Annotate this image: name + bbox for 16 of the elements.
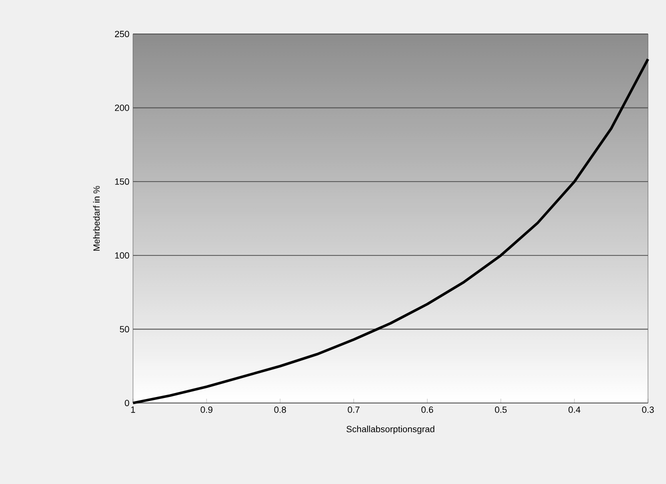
x-tick-label: 0.7 bbox=[348, 406, 360, 413]
x-tick-label: 0.4 bbox=[568, 406, 580, 413]
x-tick-label: 1 bbox=[131, 406, 136, 413]
y-tick-label: 150 bbox=[115, 178, 130, 185]
y-tick-label: 250 bbox=[114, 30, 130, 38]
y-tick-label: 100 bbox=[115, 252, 130, 259]
x-tick-label: 0.6 bbox=[421, 406, 434, 413]
y-axis-title: Mehrbedarf in % bbox=[93, 186, 100, 251]
x-tick-label: 0.5 bbox=[494, 406, 507, 413]
x-axis-title: Schallabsorptionsgrad bbox=[346, 426, 434, 434]
y-tick-label: 0 bbox=[124, 400, 130, 406]
y-tick-label: 200 bbox=[114, 104, 130, 111]
x-tick-label: 0.9 bbox=[200, 406, 212, 413]
y-tick-label: 50 bbox=[120, 326, 130, 332]
x-tick-label: 0.3 bbox=[642, 406, 654, 413]
x-tick-label: 0.8 bbox=[274, 406, 286, 413]
